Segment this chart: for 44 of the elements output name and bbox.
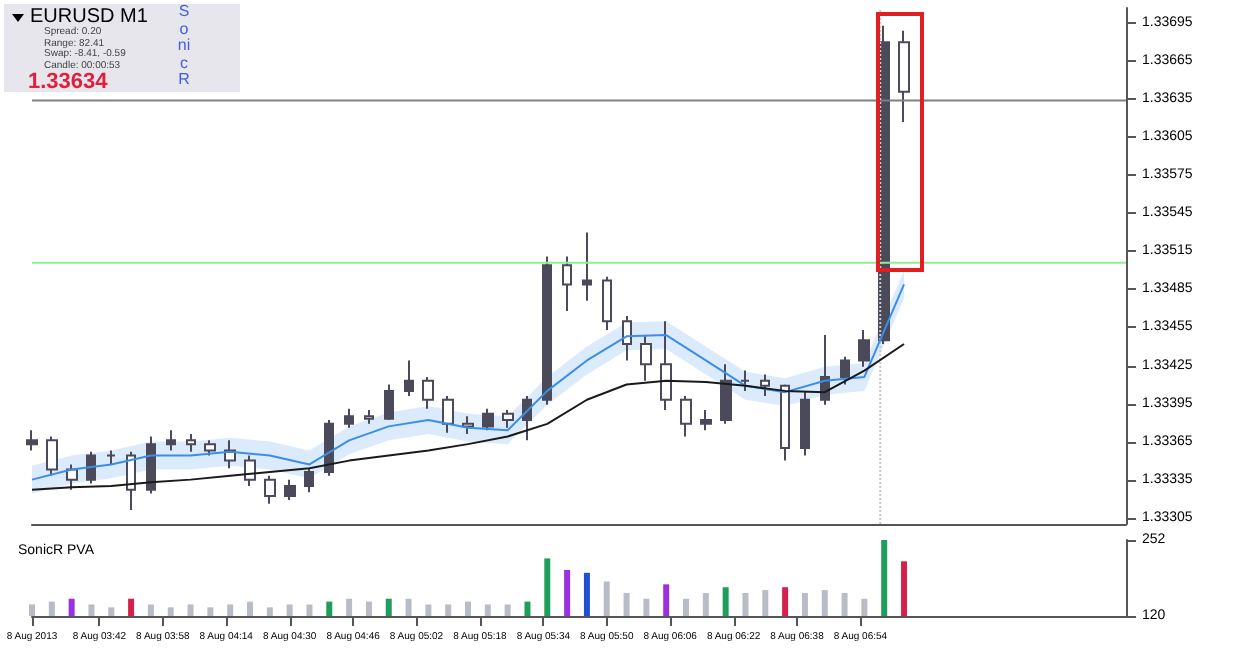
candlestick (482, 407, 494, 432)
candlestick (186, 432, 196, 453)
candlestick (46, 435, 58, 477)
candlestick (404, 359, 414, 397)
candlestick (422, 375, 434, 410)
candlestick (720, 363, 732, 425)
candlestick (800, 389, 810, 457)
candlestick (898, 29, 910, 124)
candlestick (442, 394, 454, 434)
candlestick (106, 449, 116, 466)
candlestick (344, 407, 354, 429)
candlestick (582, 231, 592, 302)
candlestick (364, 408, 374, 425)
candlestick (562, 255, 572, 313)
candlestick (324, 419, 334, 477)
candlestick (858, 329, 870, 368)
candlestick (602, 275, 612, 332)
candlestick (146, 435, 156, 495)
chart-title: EURUSD M1 (30, 6, 148, 28)
candlestick (384, 383, 394, 422)
candlestick (640, 335, 652, 382)
candlestick (740, 369, 750, 392)
line-series (31, 342, 906, 491)
annotation: 1.33634 (28, 70, 108, 94)
candlestick (840, 355, 850, 386)
candlestick (760, 373, 770, 397)
candlestick (166, 429, 176, 452)
candlestick (264, 474, 276, 505)
candlestick (244, 454, 256, 487)
candlestick (502, 408, 514, 429)
candlestick (622, 315, 632, 362)
candlestick (86, 450, 96, 485)
candlestick (660, 320, 672, 411)
candlestick (542, 255, 552, 406)
candlestick (304, 467, 314, 494)
candlestick (700, 408, 712, 432)
candlestick (680, 394, 692, 438)
candlestick (126, 450, 136, 512)
candlestick (780, 383, 790, 462)
candlestick (204, 439, 216, 457)
candlestick (462, 415, 474, 435)
annotation: SonicR (176, 2, 192, 90)
candlestick (284, 478, 296, 501)
candlestick (26, 429, 38, 452)
